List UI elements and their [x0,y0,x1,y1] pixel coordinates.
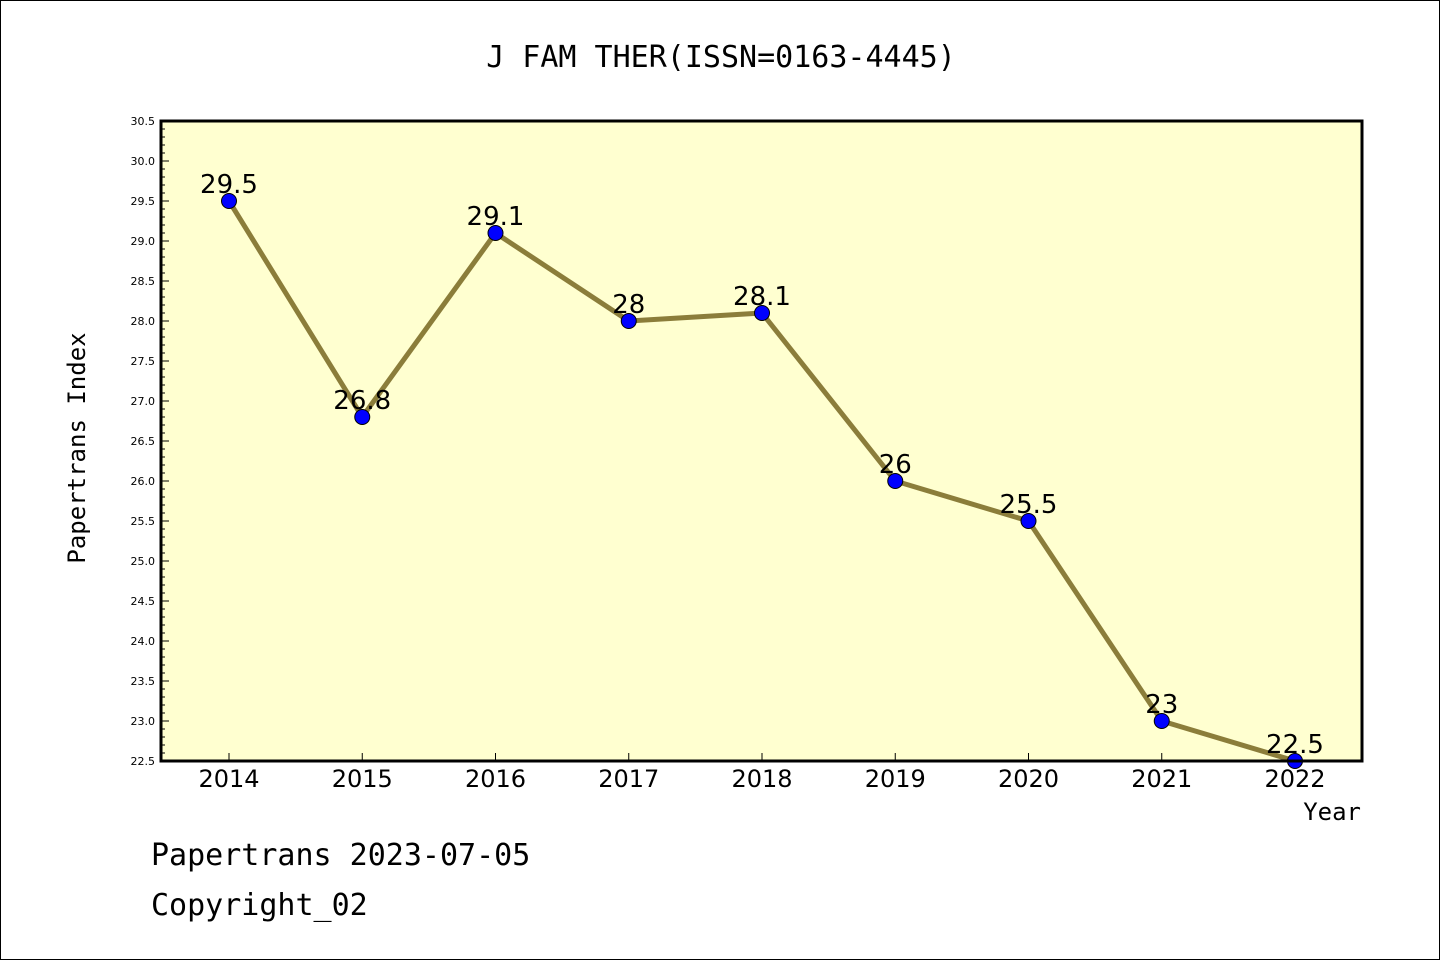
data-label: 26.8 [333,386,391,416]
x-tick-label: 2019 [865,765,926,793]
x-tick-label: 2016 [465,765,526,793]
x-tick-label: 2020 [998,765,1059,793]
y-tick-label: 25.0 [131,555,156,568]
y-tick-label: 23.0 [131,715,156,728]
data-point [221,193,237,209]
data-point [1020,513,1037,529]
plot-area [161,121,1362,761]
x-tick-label: 2021 [1131,765,1192,793]
y-tick-label: 27.0 [131,395,156,408]
x-tick-label: 2022 [1264,765,1325,793]
plot-border [159,119,1364,763]
data-point [1153,713,1170,729]
data-label: 28.1 [733,282,791,312]
x-axis: 2014 2015 2016 2017 2018 2019 2020 2021 2022 [198,753,1326,793]
footer-date: Papertrans 2023-07-05 [151,838,530,873]
y-tick-label: 26.0 [131,475,156,488]
y-tick-label: 30.0 [131,155,156,168]
y-tick-label: 23.5 [131,675,156,688]
data-label: 29.5 [200,170,258,200]
data-point [354,409,371,425]
series-group: 29.5 26.8 29.1 28 28.1 26 25.5 23 22.5 [200,170,1324,769]
y-tick-label: 22.5 [131,755,156,768]
data-label: 23 [1145,690,1178,720]
data-label: 25.5 [1000,490,1058,520]
footer-copyright: Copyright_02 [151,888,368,923]
data-label: 29.1 [467,202,525,232]
data-point [620,313,637,329]
y-axis-label: Papertrans Index [63,332,91,563]
y-tick-label: 29.0 [131,235,156,248]
data-point [754,305,770,321]
y-tick-label: 30.5 [131,115,156,128]
x-tick-label: 2018 [731,765,792,793]
data-label: 28 [612,290,645,320]
y-tick-label: 28.0 [131,315,156,328]
x-axis-label: Year [1303,798,1361,826]
y-tick-label: 27.5 [131,355,156,368]
y-tick-label: 24.0 [131,635,156,648]
data-point [487,225,504,241]
data-point [887,473,904,489]
chart-title: J FAM THER(ISSN=0163-4445) [486,40,956,75]
x-tick-label: 2014 [198,765,259,793]
x-tick-label: 2015 [332,765,393,793]
x-tick-label: 2017 [598,765,659,793]
y-tick-label: 25.5 [131,515,156,528]
y-tick-label: 29.5 [131,195,156,208]
data-label: 22.5 [1266,730,1324,760]
y-tick-label: 26.5 [131,435,156,448]
y-tick-label: 28.5 [131,275,156,288]
y-tick-label: 24.5 [131,595,156,608]
data-label: 26 [879,450,912,480]
